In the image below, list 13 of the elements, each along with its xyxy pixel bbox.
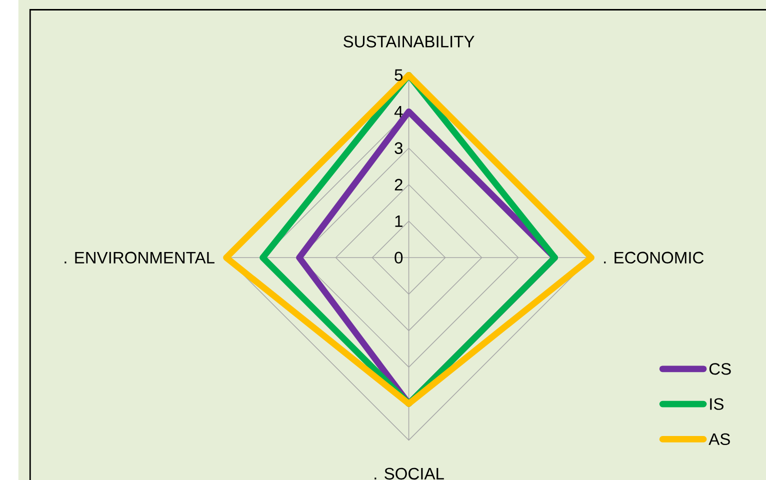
legend-label: IS [710, 398, 724, 410]
spoke-label: . ECONOMIC [604, 252, 704, 264]
y-tick-label: 2 [394, 178, 402, 190]
legend-label: AS [708, 433, 730, 445]
y-tick-label: 3 [394, 142, 403, 154]
y-tick-label: 1 [395, 215, 402, 227]
spoke-label: SUSTAINABILITY [344, 36, 474, 48]
spoke-label: . ENVIRONMENTAL [64, 252, 214, 264]
y-tick-label: 0 [394, 252, 403, 264]
y-tick-label: 5 [394, 69, 403, 81]
legend-label: CS [709, 362, 731, 375]
spoke-label: . SOCIAL [374, 468, 444, 480]
y-tick-label: 4 [394, 106, 403, 118]
